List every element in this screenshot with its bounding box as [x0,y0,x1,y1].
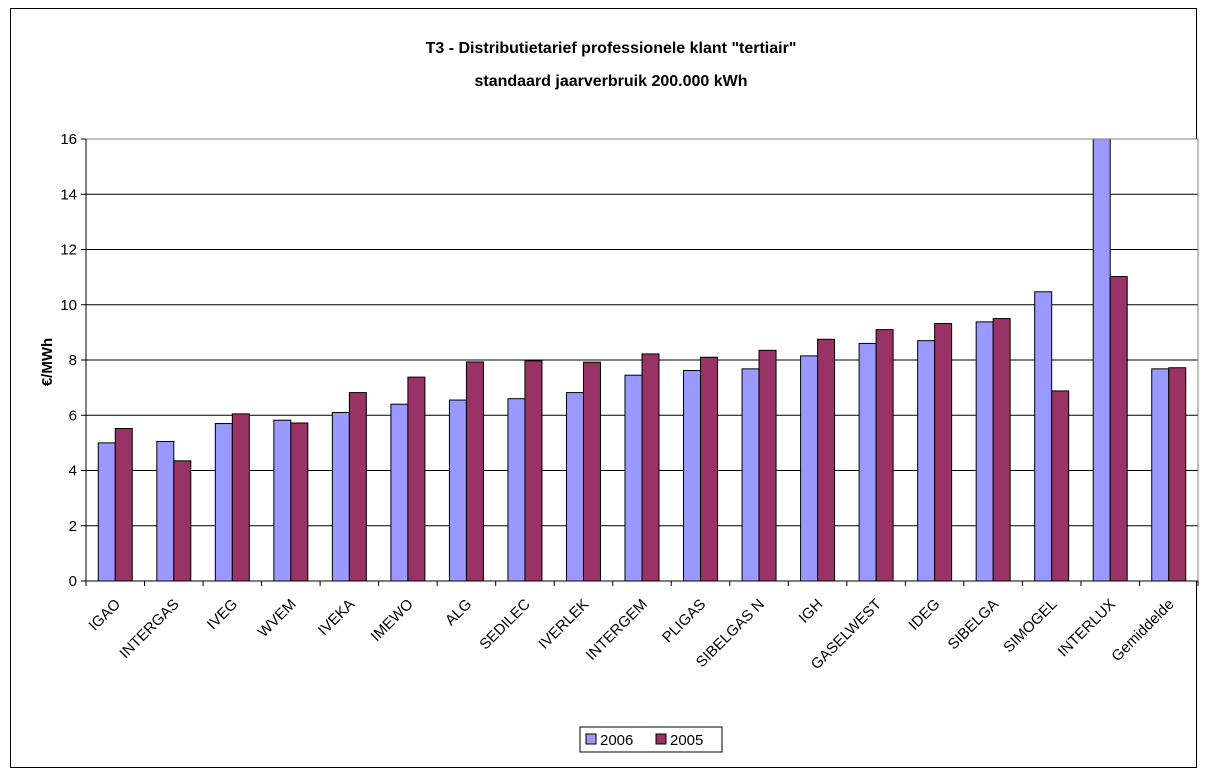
axes [85,138,1199,586]
bar-2006 [214,423,233,582]
x-tick-label: IVERLEK [535,596,592,653]
x-tick-label: IVEG [204,596,241,633]
legend-label-2006: 2006 [600,732,633,749]
bar-2005 [114,428,133,582]
bar-2006 [683,369,702,582]
legend-box [579,726,723,753]
x-tick-label: SIMOGEL [1000,596,1060,656]
bar-2006 [800,355,819,582]
y-tick-labels: 0 2 4 6 8 10 12 14 16 [60,131,77,590]
bar-2006 [624,374,643,582]
bar-2005 [1109,276,1128,582]
bar-2006 [858,342,877,582]
x-tick-label: ALG [442,596,475,629]
bar-2006 [917,340,936,582]
bar-2006 [1092,138,1111,582]
x-tick-label: PLIGAS [659,596,709,646]
bar-2006 [507,398,526,582]
bar-2005 [290,422,309,582]
x-tick-label: SIBELGA [945,596,1002,653]
y-axis-label: €/MWh [39,338,56,386]
legend: 2006 2005 [579,726,723,753]
bar-2005 [700,356,719,582]
x-tick-label: INTERGEM [583,596,651,664]
bar-2006 [390,403,409,582]
x-tick-label: WVEM [255,596,300,641]
y-tick-label: 16 [60,131,77,148]
bar-2005 [524,360,543,582]
x-tick-label: Gemiddelde [1108,596,1177,665]
x-tick-label: IVEKA [315,596,358,639]
x-tick-label: IGAO [86,596,125,635]
bar-2006 [1034,291,1053,582]
bar-2006 [448,399,467,582]
y-tick-label: 14 [60,186,77,203]
bar-2005 [1051,390,1070,582]
y-tick-label: 2 [69,518,77,535]
bar-2006 [97,442,116,582]
bar-2005 [348,392,367,582]
bar-2006 [331,411,350,582]
bar-2005 [465,361,484,582]
x-tick-label: SEDILEC [476,596,534,654]
x-tick-label: IMEWO [368,596,417,645]
y-tick-label: 12 [60,242,77,259]
bar-2005 [758,349,777,582]
bar-2005 [231,413,250,582]
bar-2006 [565,392,584,582]
y-tick-label: 6 [69,407,77,424]
legend-swatch-2006 [585,733,597,745]
bars-group [97,138,1187,582]
bar-2005 [1168,367,1187,582]
bar-2006 [741,368,760,582]
bar-2005 [992,318,1011,582]
bar-2005 [817,338,836,582]
chart-title: T3 - Distributietarief professionele kla… [426,40,797,57]
bar-2006 [1151,368,1170,582]
x-tick-label: IGH [796,596,827,627]
x-tick-label: INTERGAS [116,596,182,662]
y-tick-label: 8 [69,352,77,369]
x-tick-label: IDEG [905,596,943,634]
bar-2006 [975,321,994,582]
bar-2005 [173,460,192,582]
y-tick-label: 0 [69,573,77,590]
bar-2005 [407,376,426,582]
y-tick-label: 4 [69,463,77,480]
legend-label-2005: 2005 [670,732,703,749]
y-tick-label: 10 [60,297,77,314]
bar-2005 [875,329,894,582]
bar-2005 [934,323,953,582]
bar-2006 [273,419,292,582]
legend-swatch-2005 [655,733,667,745]
bar-2005 [641,353,660,582]
chart-subtitle: standaard jaarverbruik 200.000 kWh [474,73,747,90]
bar-2006 [156,440,175,582]
bar-2005 [582,361,601,582]
